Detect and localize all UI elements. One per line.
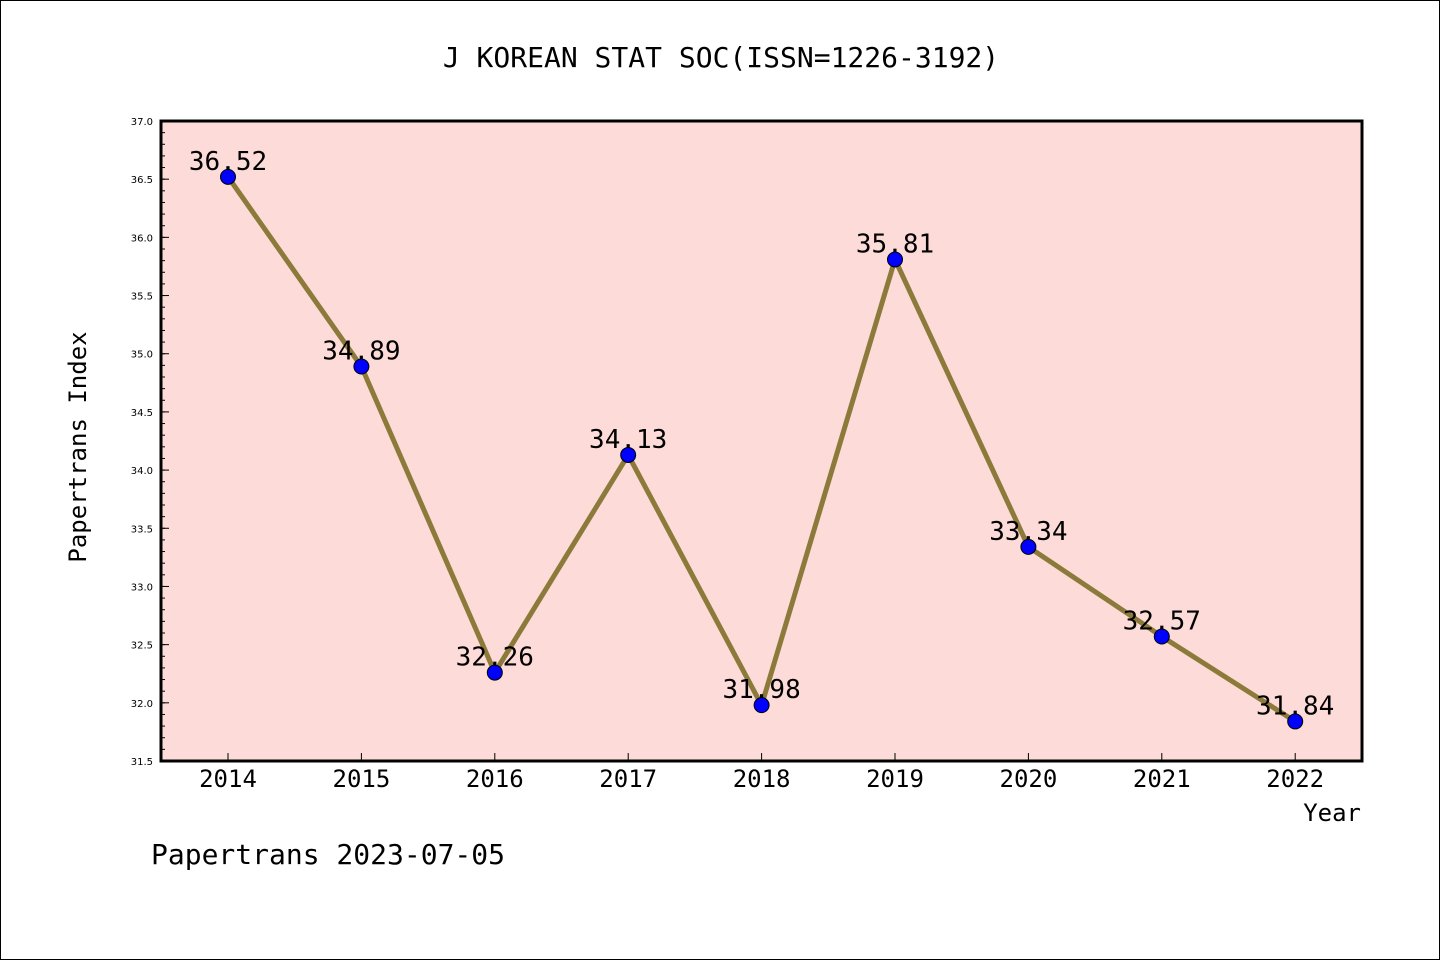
y-axis: 31.5 32.0 32.5 33.0 33.5 34.0 34.5 35.0 35.5 36.0… <box>131 117 169 768</box>
x-tick-label: 2017 <box>599 765 657 793</box>
y-axis-label: Papertrans Index <box>64 331 92 562</box>
x-tick-label: 2019 <box>866 765 924 793</box>
data-point <box>887 251 903 268</box>
x-tick-label: 2021 <box>1133 765 1191 793</box>
data-label: 34.89 <box>322 337 400 367</box>
data-point <box>1287 713 1304 730</box>
data-point <box>1153 628 1170 645</box>
data-label: 31.98 <box>722 675 800 705</box>
data-point <box>620 446 637 463</box>
x-tick-label: 2020 <box>1000 765 1058 793</box>
data-label: 31.84 <box>1256 691 1334 721</box>
y-tick-label: 33.0 <box>131 582 153 593</box>
footer-text: Papertrans 2023-07-05 <box>151 838 505 871</box>
series-line-group: 36.52 34.89 32.26 34.13 31.98 35.81 33.34 32.57… <box>189 147 1334 730</box>
x-tick-label: 2018 <box>733 765 791 793</box>
y-tick-label: 37.0 <box>131 117 153 128</box>
plot-area <box>159 119 1364 763</box>
x-tick-label: 2022 <box>1266 765 1324 793</box>
data-label: 32.26 <box>456 643 534 673</box>
y-tick-label: 35.5 <box>131 292 153 303</box>
x-tick-label: 2015 <box>333 765 391 793</box>
data-point <box>486 664 503 681</box>
x-axis-label: Year <box>1303 799 1361 827</box>
y-tick-label: 34.5 <box>131 408 153 419</box>
data-point <box>220 168 236 185</box>
x-tick-label: 2016 <box>466 765 524 793</box>
y-tick-label: 36.0 <box>131 233 153 244</box>
data-point <box>753 697 770 714</box>
y-tick-label: 36.5 <box>131 175 153 186</box>
data-label: 35.81 <box>856 229 934 259</box>
data-label: 32.57 <box>1123 606 1201 636</box>
chart-title: J KOREAN STAT SOC(ISSN=1226-3192) <box>443 41 999 74</box>
data-point <box>1020 538 1037 555</box>
data-point <box>353 358 370 375</box>
y-tick-label: 33.5 <box>131 524 153 535</box>
data-label: 33.34 <box>989 517 1067 547</box>
y-tick-label: 35.0 <box>131 350 153 361</box>
y-tick-label: 32.0 <box>131 699 153 710</box>
data-label: 36.52 <box>189 147 267 177</box>
y-tick-label: 31.5 <box>131 757 153 768</box>
x-axis: 2014 2015 2016 2017 2018 2019 2020 2021 2022 <box>199 753 1324 793</box>
x-tick-label: 2014 <box>199 765 257 793</box>
y-tick-label: 34.0 <box>131 466 153 477</box>
y-tick-label: 32.5 <box>131 641 153 652</box>
data-label: 34.13 <box>589 425 667 455</box>
